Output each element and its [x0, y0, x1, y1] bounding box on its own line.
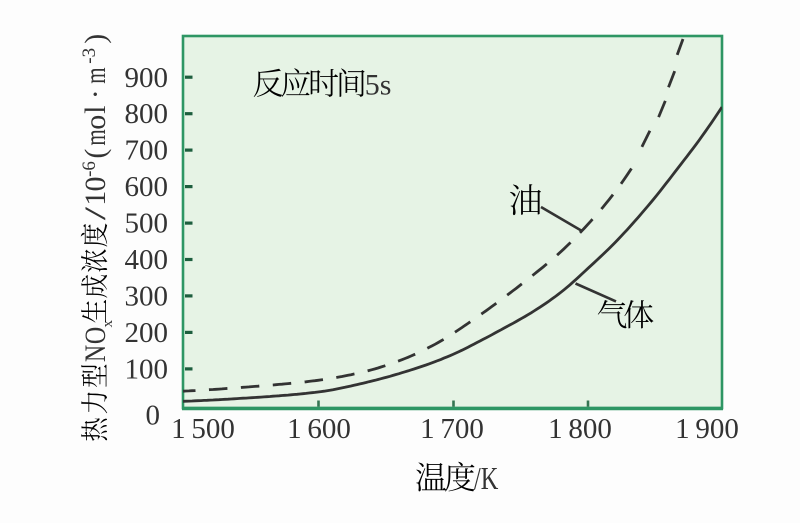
svg-text:·: ·: [79, 89, 112, 99]
svg-text:600: 600: [125, 171, 169, 203]
svg-text:N: N: [78, 345, 111, 362]
svg-text:400: 400: [125, 244, 169, 276]
svg-text:O: O: [78, 327, 111, 344]
svg-text:m: m: [78, 67, 112, 83]
svg-text:m: m: [78, 129, 112, 145]
svg-text:1 800: 1 800: [548, 413, 612, 445]
svg-text:0: 0: [79, 177, 112, 192]
svg-text:5s: 5s: [365, 69, 392, 102]
svg-text:/: /: [78, 206, 112, 220]
svg-text:-3: -3: [79, 48, 100, 64]
svg-text:x: x: [100, 319, 116, 327]
svg-text:1: 1: [79, 191, 112, 206]
svg-text:700: 700: [125, 135, 169, 167]
svg-text:o: o: [79, 115, 112, 130]
svg-text:/K: /K: [474, 462, 499, 497]
svg-text:1 600: 1 600: [287, 413, 351, 445]
svg-text:100: 100: [125, 353, 169, 385]
svg-text:900: 900: [125, 62, 169, 94]
svg-text:300: 300: [125, 280, 169, 312]
svg-text:1 500: 1 500: [171, 413, 235, 445]
svg-text:200: 200: [125, 317, 169, 349]
svg-text:l: l: [79, 106, 112, 114]
svg-text:1 900: 1 900: [675, 413, 739, 445]
svg-text:800: 800: [125, 98, 169, 130]
svg-text:1 700: 1 700: [420, 413, 484, 445]
svg-text:0: 0: [146, 400, 161, 432]
svg-text:(: (: [79, 149, 112, 159]
svg-text:-6: -6: [79, 161, 100, 177]
svg-text:): ): [79, 34, 112, 44]
svg-text:500: 500: [125, 208, 169, 240]
